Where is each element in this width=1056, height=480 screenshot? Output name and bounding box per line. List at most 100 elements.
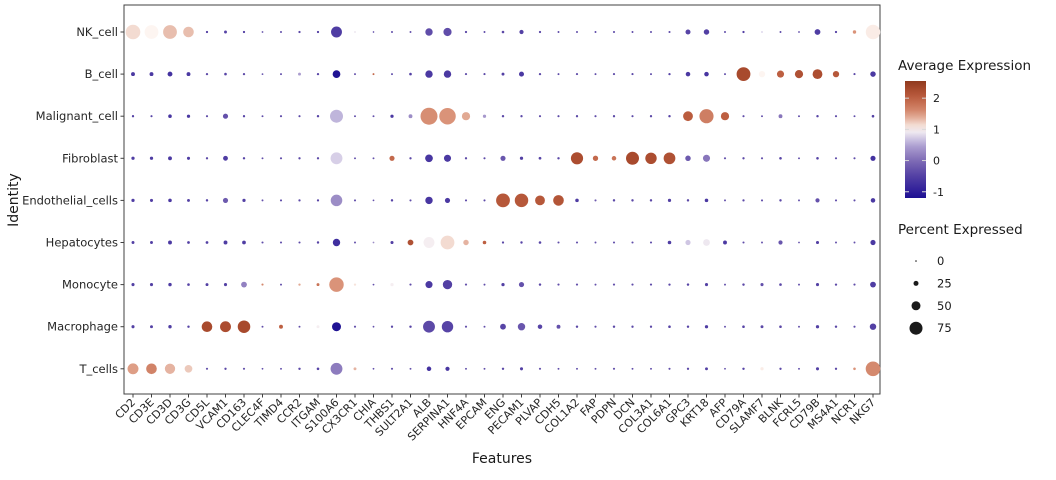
expression-dot (834, 30, 838, 34)
expression-dot (149, 156, 154, 160)
plot-panel-border (123, 4, 881, 395)
expression-dot (761, 31, 763, 33)
expression-dot (242, 198, 246, 203)
expression-dot (575, 325, 579, 328)
expression-dot (650, 73, 652, 76)
y-tick-label: T_cells (78, 362, 118, 376)
expression-dot (814, 29, 821, 35)
expression-dot (649, 283, 653, 286)
expression-dot (186, 114, 191, 118)
expression-dot (612, 115, 616, 118)
expression-dot (798, 367, 800, 370)
expression-dot (131, 325, 135, 329)
expression-dot (440, 235, 455, 250)
expression-dot (870, 281, 876, 288)
expression-dot (184, 364, 193, 373)
expression-dot (631, 367, 634, 370)
expression-dot (758, 70, 766, 78)
expression-dot (482, 240, 487, 245)
expression-dot (612, 367, 616, 370)
expression-dot (724, 31, 726, 33)
expression-dot (464, 199, 468, 202)
expression-dot (390, 114, 394, 118)
expression-dot (261, 199, 264, 202)
expression-dot (519, 71, 524, 77)
expression-dot (538, 367, 542, 370)
expression-dot (557, 157, 560, 160)
expression-dot (736, 67, 751, 81)
colorbar-tick-label: -1 (933, 186, 944, 199)
expression-dot (798, 199, 800, 202)
expression-dot (443, 70, 452, 78)
expression-dot (501, 367, 505, 371)
expression-dot (668, 114, 671, 118)
expression-dot (514, 193, 529, 208)
expression-dot (686, 199, 690, 202)
expression-dot (224, 30, 227, 34)
expression-dot (557, 367, 560, 370)
colorbar-tick-label: 0 (933, 155, 940, 168)
expression-dot (631, 31, 634, 33)
expression-dot (611, 156, 617, 161)
expression-dot (353, 325, 357, 328)
expression-dot (354, 115, 356, 118)
expression-dot (594, 325, 597, 328)
expression-dot (685, 155, 691, 162)
expression-dot (131, 283, 135, 287)
expression-dot (798, 283, 800, 286)
expression-dot (425, 281, 433, 289)
expression-dot (683, 111, 693, 122)
expression-dot (390, 367, 394, 370)
expression-dot (816, 114, 819, 118)
expression-dot (372, 199, 375, 202)
expression-dot (645, 152, 657, 164)
expression-dot (870, 71, 876, 77)
expression-dot (798, 31, 800, 33)
expression-dot (425, 70, 433, 78)
expression-dot (575, 115, 579, 118)
expression-dot (631, 283, 634, 286)
expression-dot (445, 366, 450, 371)
size-legend-label: 0 (937, 254, 944, 268)
expression-dot (425, 154, 433, 163)
expression-dot (223, 155, 228, 161)
expression-dot (557, 115, 560, 118)
size-legend-label: 25 (937, 276, 952, 290)
expression-dot (298, 72, 301, 76)
expression-dot (483, 283, 486, 286)
expression-dot (649, 325, 653, 328)
expression-dot (316, 30, 320, 34)
expression-dot (426, 366, 432, 372)
expression-dot (464, 283, 468, 286)
expression-dot (372, 367, 375, 370)
expression-dot (205, 115, 209, 118)
expression-dot (425, 196, 433, 205)
expression-dot (186, 72, 191, 77)
expression-dot (538, 115, 542, 118)
expression-dot (612, 30, 616, 34)
expression-dot (372, 325, 375, 328)
expression-dot (668, 30, 671, 34)
expression-dot (439, 107, 456, 125)
expression-dot (501, 114, 505, 118)
size-legend-dot (915, 260, 917, 262)
expression-dot (519, 367, 524, 371)
expression-dot (576, 367, 578, 370)
expression-dot (150, 115, 153, 118)
expression-dot (408, 114, 413, 119)
expression-dot (834, 325, 838, 328)
expression-dot (631, 241, 634, 244)
expression-dot (760, 199, 764, 202)
expression-dot (496, 193, 510, 208)
y-axis-title: Identity (6, 173, 22, 227)
expression-dot (187, 325, 190, 328)
expression-dot (501, 241, 505, 244)
expression-dot (535, 195, 545, 206)
x-axis-title: Features (471, 451, 533, 467)
expression-dot (409, 283, 412, 286)
expression-dot (131, 72, 135, 77)
expression-dot (168, 156, 172, 161)
expression-dot (220, 321, 231, 333)
expression-dot (594, 31, 597, 33)
